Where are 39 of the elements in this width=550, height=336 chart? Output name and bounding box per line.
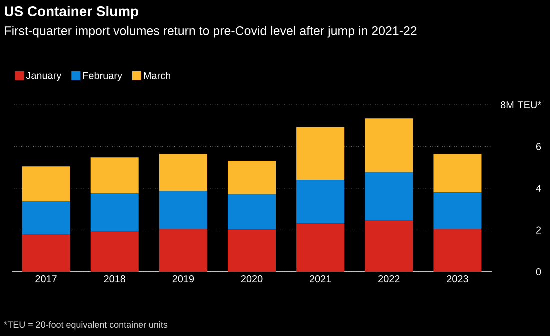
bar: [296, 180, 345, 224]
bar: [22, 201, 70, 235]
bar: [365, 118, 414, 172]
x-tick-label: 2023: [447, 276, 468, 283]
chart-title: US Container Slump: [5, 6, 138, 20]
text: *TEU = 20-foot equivalent container units: [4, 321, 168, 330]
y-tick-label: 8M TEU*: [501, 101, 542, 109]
x-tick-label: 2022: [378, 276, 400, 283]
bar: [90, 158, 139, 194]
chart-subtitle: First-quarter import volumes return to pre-Covid level after jump in 2021-22: [5, 26, 417, 38]
x-tick-label: 2018: [104, 276, 126, 283]
y-tick-label: 4: [536, 185, 542, 192]
bar: [228, 160, 276, 194]
bar: [434, 229, 482, 272]
bar: [159, 191, 208, 230]
bar: [22, 166, 70, 202]
bar: [296, 127, 345, 180]
bar: [434, 154, 482, 193]
y-tick-label: 0: [536, 268, 542, 276]
x-tick-label: 2017: [36, 276, 57, 283]
y-tick-label: 6: [536, 143, 542, 150]
bar: [22, 234, 70, 272]
legend-label: March: [144, 72, 170, 80]
x-tick-label: 2020: [241, 276, 263, 283]
bar: [90, 232, 139, 272]
x-tick-label: 2021: [310, 276, 332, 283]
x-tick-label: 2019: [172, 276, 194, 283]
bar: [159, 229, 208, 272]
bar: [296, 224, 345, 272]
bar: [90, 194, 139, 232]
bar: [434, 192, 482, 230]
bar: [365, 220, 414, 272]
bar: [228, 194, 276, 230]
bar: [228, 230, 276, 272]
bar: [365, 172, 414, 221]
legend-label: January: [26, 72, 62, 82]
bar: [159, 154, 208, 192]
legend-label: February: [83, 72, 122, 82]
y-tick-label: 2: [536, 226, 542, 234]
